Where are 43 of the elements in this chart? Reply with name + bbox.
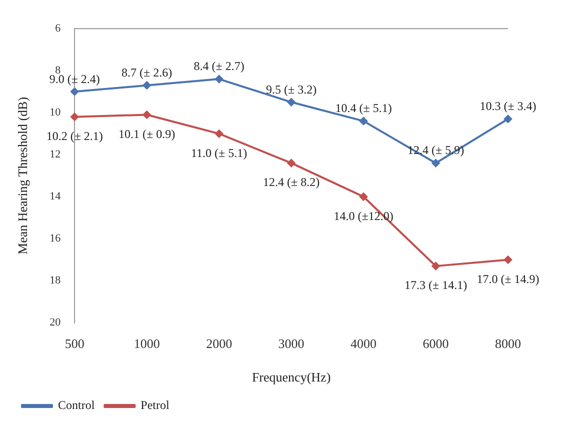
point: [432, 159, 440, 168]
point: [360, 117, 368, 126]
data-label: 10.2 (± 2.1): [46, 129, 103, 144]
y-tick-label: 20: [50, 316, 62, 329]
data-label: 11.0 (± 5.1): [190, 146, 248, 160]
x-tick-label: 8000: [495, 336, 521, 352]
data-label: 9.5 (± 3.2): [266, 82, 317, 96]
y-tick-label: 14: [50, 190, 62, 203]
point: [504, 114, 512, 123]
data-label: 8.7 (± 2.6): [122, 65, 172, 80]
x-tick-label: 3000: [278, 336, 304, 352]
y-tick-label: 10: [50, 106, 62, 119]
x-tick-label: 6000: [422, 336, 449, 352]
point: [360, 192, 368, 201]
x-tick-label: 4000: [350, 336, 377, 352]
x-tick-label: 500: [64, 336, 84, 352]
data-label: 10.3 (± 3.4): [480, 99, 536, 114]
y-tick-label: 12: [50, 148, 61, 161]
data-label: 10.4 (± 5.1): [335, 101, 392, 116]
point: [287, 159, 296, 168]
point: [142, 110, 151, 119]
x-tick-label: 1000: [134, 336, 160, 352]
y-axis-title: Mean Hearing Threshold (dB): [15, 96, 30, 254]
legend-label: Petrol: [140, 398, 170, 412]
point: [215, 130, 224, 138]
y-tick-label: 16: [50, 232, 62, 245]
x-axis-title: Frequency(Hz): [252, 370, 331, 385]
data-label: 10.1 (± 0.9): [118, 126, 176, 141]
data-label: 17.3 (± 14.1): [404, 278, 468, 292]
data-label: 8.4 (± 2.7): [194, 59, 244, 74]
point: [432, 262, 440, 270]
legend-label: Control: [58, 398, 96, 412]
point: [215, 75, 224, 84]
y-tick-label: 18: [50, 274, 62, 287]
data-label: 17.0 (± 14.9): [476, 272, 540, 286]
point: [70, 88, 79, 96]
point: [142, 81, 151, 90]
y-tick-label: 6: [55, 22, 62, 34]
point: [70, 112, 79, 121]
x-tick-label: 2000: [206, 336, 232, 352]
point: [287, 98, 296, 106]
point: [504, 256, 512, 264]
data-label: 12.4 (± 8.2): [263, 175, 320, 190]
